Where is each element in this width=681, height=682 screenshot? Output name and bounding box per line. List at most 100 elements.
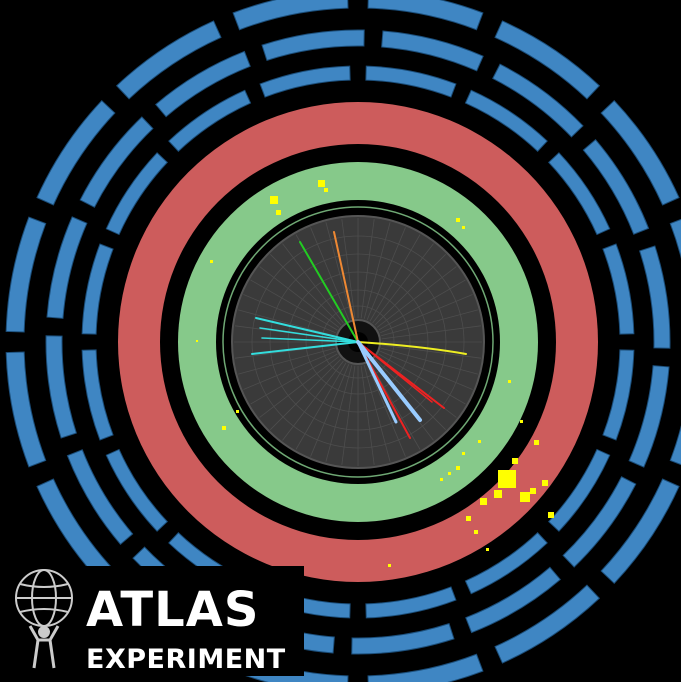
muon-chamber-segment [261, 29, 365, 61]
track-cyan-2 [251, 341, 359, 355]
tracker-spoke [259, 266, 340, 328]
energy-deposit [196, 340, 198, 342]
tracker-spoke [238, 347, 335, 375]
muon-chamber-segment [669, 218, 681, 260]
logo-subtitle: EXPERIMENT [86, 644, 286, 675]
atlas-figure-icon [15, 569, 73, 669]
track-green [299, 241, 359, 343]
tracker-spoke [380, 350, 473, 390]
muon-chamber-segment [464, 89, 548, 152]
muon-chamber-segment [602, 243, 635, 335]
tracker-spoke [381, 325, 481, 340]
tracker-spoke [282, 243, 344, 324]
muon-chamber-segment [494, 20, 601, 100]
tracker-spoke [381, 309, 478, 337]
tracker-spoke [310, 364, 350, 457]
energy-deposit [534, 440, 539, 445]
tracker-spoke [341, 219, 356, 319]
logo-title: ATLAS [86, 582, 259, 638]
energy-deposit [462, 452, 465, 455]
muon-chamber-segment [45, 335, 77, 439]
tracker-spoke [325, 365, 353, 462]
energy-deposit [466, 516, 471, 521]
muon-chamber-segment [351, 623, 455, 655]
energy-deposit [222, 426, 226, 430]
energy-deposit [318, 180, 325, 187]
muon-chamber-segment [492, 63, 584, 138]
energy-deposit [236, 410, 239, 413]
muon-chamber-segment [602, 349, 635, 441]
track-yellow [357, 341, 467, 355]
energy-deposit [508, 380, 511, 383]
energy-deposit [388, 564, 391, 567]
tracker-spoke [243, 294, 336, 334]
energy-deposit [512, 458, 518, 464]
energy-deposit [276, 210, 281, 215]
tracker-spoke [366, 227, 406, 320]
muon-chamber-segment [81, 349, 114, 441]
muon-chamber-segment [465, 566, 561, 634]
energy-deposit [520, 492, 530, 502]
energy-deposit [462, 226, 465, 229]
energy-deposit [270, 196, 278, 204]
muon-chamber-segment [81, 243, 114, 335]
energy-deposit [474, 530, 478, 534]
energy-deposits [196, 180, 554, 567]
tracker-spoke [374, 358, 446, 430]
muon-chamber-segment [168, 89, 252, 152]
tracker-spoke [270, 254, 342, 326]
tracker-spoke [372, 243, 434, 324]
tracker-spoke [243, 350, 336, 390]
tracker-spoke [360, 365, 375, 465]
energy-deposit [498, 470, 516, 488]
track-lightblue-1 [356, 340, 422, 422]
muon-chamber-segment [5, 216, 47, 333]
energy-deposit [440, 478, 443, 481]
tracker-spoke [363, 365, 391, 462]
tracker-spoke [378, 279, 466, 331]
muon-chamber-segment [36, 478, 116, 585]
energy-deposit [542, 480, 548, 486]
tracker-spoke [369, 362, 421, 450]
muon-chamber-segment [582, 139, 650, 235]
energy-deposit [480, 498, 487, 505]
track-cyan-1 [255, 317, 359, 343]
atlas-logo: ATLAS EXPERIMENT [4, 566, 304, 676]
energy-deposit [448, 472, 451, 475]
muon-chamber-segment [562, 476, 637, 568]
tracker-spoke [259, 356, 340, 418]
energy-deposit [486, 548, 489, 551]
tracker-spoke [363, 222, 391, 319]
muon-chamber-segment [365, 65, 457, 98]
tracker-spoke [381, 347, 478, 375]
energy-deposit [456, 466, 460, 470]
muon-chamber-segment [367, 653, 484, 682]
energy-deposit [210, 260, 213, 263]
tracker-spoke [238, 309, 335, 337]
tracker-spoke [378, 353, 466, 405]
muon-chamber-segment [46, 216, 88, 319]
particle-tracks [251, 231, 467, 439]
tracker-spoke [341, 365, 356, 465]
muon-chamber-segment [105, 448, 168, 532]
energy-deposit [456, 218, 460, 222]
energy-deposit [324, 188, 328, 192]
muon-chamber-segment [548, 152, 611, 236]
track-orange [333, 231, 359, 343]
muon-chamber-segment [367, 0, 484, 31]
muon-chamber-segment [464, 532, 548, 595]
tracker-spoke [369, 234, 421, 322]
energy-deposit [520, 420, 523, 423]
tracker-spoke [250, 353, 338, 405]
tracker-spoke [310, 227, 350, 320]
tracker-spoke [270, 358, 342, 430]
tracker-spoke [381, 344, 481, 359]
tracker-spoke [374, 254, 446, 326]
muon-chamber-segment [639, 245, 671, 349]
muon-chamber-segment [232, 0, 349, 31]
energy-deposit [548, 512, 554, 518]
muon-chamber-segment [365, 586, 457, 619]
muon-chamber-segment [259, 65, 351, 98]
muon-chamber-segment [628, 365, 670, 468]
